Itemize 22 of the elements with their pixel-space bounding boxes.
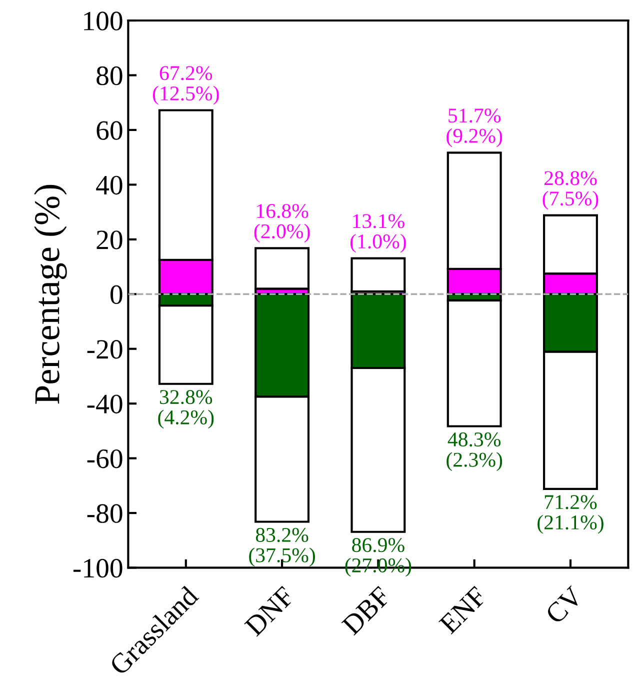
y-tick-label: -20 [87, 340, 122, 359]
annotation: 83.2% (37.5%) [249, 528, 315, 567]
y-tick-label: 60 [96, 121, 122, 140]
y-axis-title: Percentage (%) [34, 184, 67, 404]
annotation: 67.2% (12.5%) [152, 66, 219, 105]
x-tick-label: CV [544, 585, 584, 625]
annotation: 13.1% (1.0%) [350, 214, 406, 253]
y-tick-label: -60 [87, 449, 122, 468]
y-tick-label: -40 [87, 394, 122, 414]
annotation: 16.8% (2.0%) [254, 204, 310, 243]
y-tick-label: 0 [110, 285, 122, 304]
annotation: 51.7% (9.2%) [446, 108, 502, 148]
y-tick-label: 80 [96, 66, 122, 86]
y-tick-label: 20 [96, 230, 122, 250]
annotation: 28.8% (7.5%) [542, 171, 598, 210]
annotation: 32.8% (4.2%) [158, 390, 214, 429]
annotation: 71.2% (21.1%) [538, 495, 604, 534]
annotation: 48.3% (2.3%) [446, 432, 502, 472]
y-tick-label: -100 [73, 558, 122, 578]
y-tick-label: -80 [87, 504, 122, 523]
y-tick-label: 100 [84, 12, 122, 30]
y-tick-label: 40 [96, 176, 122, 195]
